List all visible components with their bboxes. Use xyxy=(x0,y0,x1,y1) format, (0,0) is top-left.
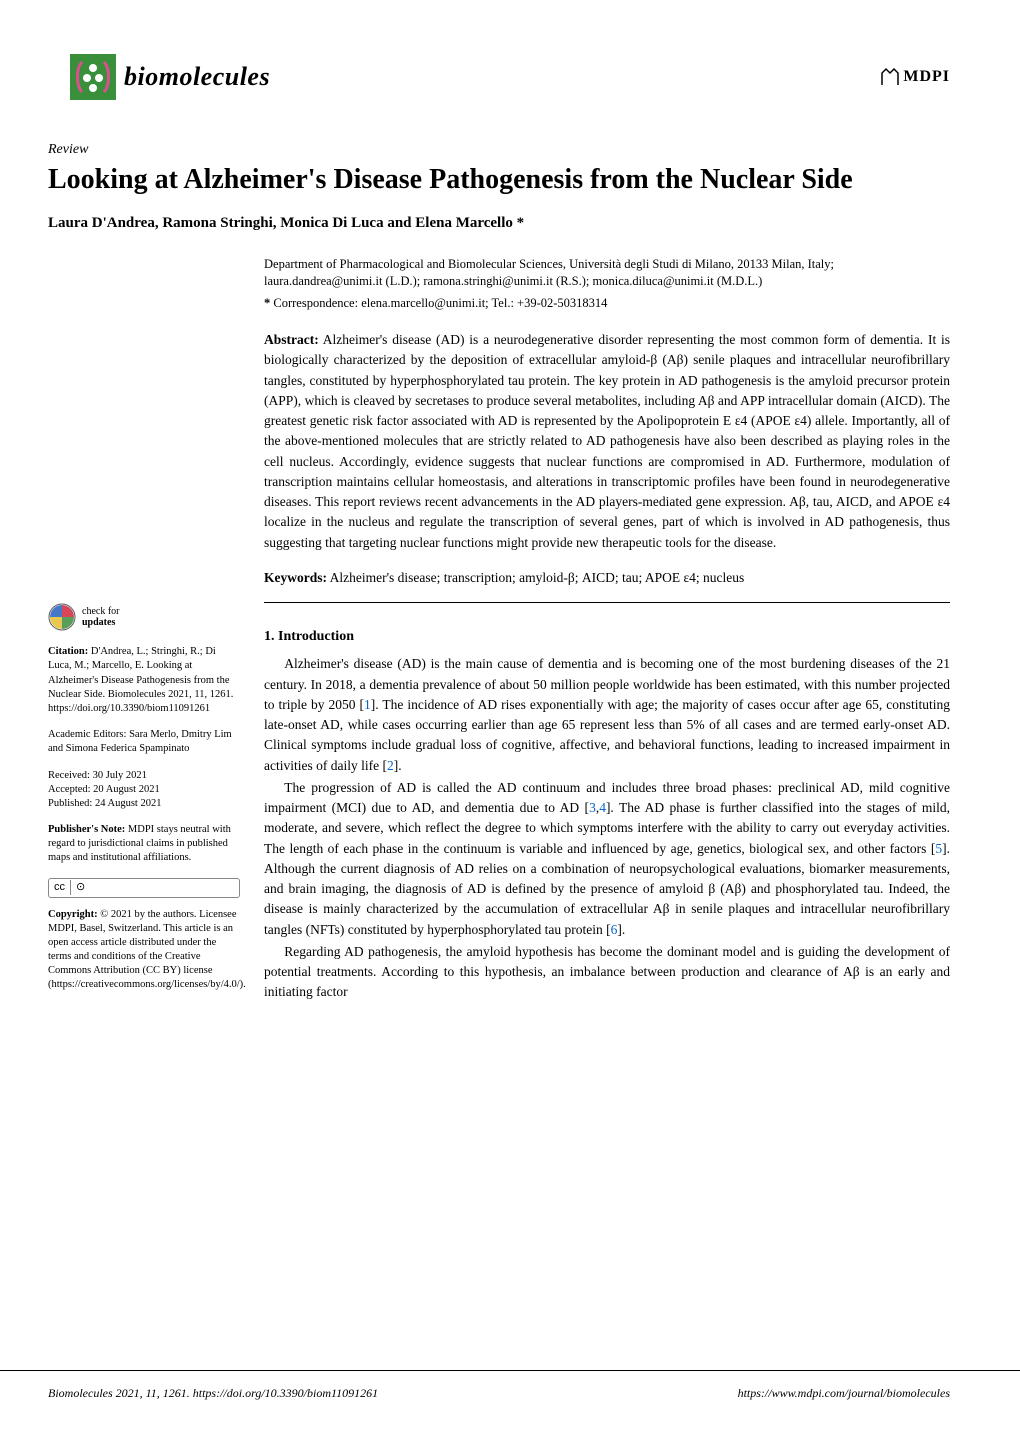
intro-paragraph-2: The progression of AD is called the AD c… xyxy=(264,778,950,940)
page-header: biomolecules MDPI xyxy=(0,0,1020,110)
journal-name: biomolecules xyxy=(124,59,270,95)
biomolecules-logo-icon xyxy=(70,54,116,100)
citation-block: Citation: D'Andrea, L.; Stringhi, R.; Di… xyxy=(48,645,240,716)
editors-block: Academic Editors: Sara Merlo, Dmitry Lim… xyxy=(48,728,240,756)
sidebar: check for updates Citation: D'Andrea, L.… xyxy=(48,256,240,1005)
check-updates-badge[interactable]: check for updates xyxy=(48,603,240,631)
ref-link-4[interactable]: 4 xyxy=(599,800,606,815)
dates-block: Received: 30 July 2021 Accepted: 20 Augu… xyxy=(48,769,240,812)
copyright-block: Copyright: © 2021 by the authors. Licens… xyxy=(48,908,240,993)
ref-link-2[interactable]: 2 xyxy=(387,758,394,773)
cc-icon: cc xyxy=(49,880,71,895)
affiliation: Department of Pharmacological and Biomol… xyxy=(264,256,950,291)
correspondence: * Correspondence: elena.marcello@unimi.i… xyxy=(264,295,950,313)
keywords: Keywords: Alzheimer's disease; transcrip… xyxy=(264,569,950,588)
cc-license-badge[interactable]: cc ⊙ xyxy=(48,878,240,898)
ref-link-3[interactable]: 3 xyxy=(589,800,596,815)
check-updates-text: check for updates xyxy=(82,606,119,628)
footer-left: Biomolecules 2021, 11, 1261. https://doi… xyxy=(48,1385,378,1402)
journal-logo: biomolecules xyxy=(70,54,270,100)
intro-paragraph-1: Alzheimer's disease (AD) is the main cau… xyxy=(264,654,950,776)
page-footer: Biomolecules 2021, 11, 1261. https://doi… xyxy=(0,1370,1020,1442)
section-1-heading: 1. Introduction xyxy=(264,627,950,647)
article-authors: Laura D'Andrea, Ramona Stringhi, Monica … xyxy=(48,213,950,234)
abstract: Abstract: Alzheimer's disease (AD) is a … xyxy=(264,330,950,553)
publisher-name: MDPI xyxy=(903,66,950,88)
keywords-divider xyxy=(264,602,950,603)
article-title: Looking at Alzheimer's Disease Pathogene… xyxy=(48,162,950,197)
publisher-note: Publisher's Note: MDPI stays neutral wit… xyxy=(48,823,240,866)
ref-link-1[interactable]: 1 xyxy=(364,697,371,712)
article-type: Review xyxy=(48,140,950,160)
article-header: Review Looking at Alzheimer's Disease Pa… xyxy=(0,110,1020,234)
footer-right[interactable]: https://www.mdpi.com/journal/biomolecule… xyxy=(738,1385,950,1402)
main-column: Department of Pharmacological and Biomol… xyxy=(264,256,950,1005)
mdpi-icon xyxy=(880,67,900,87)
check-updates-icon xyxy=(48,603,76,631)
publisher-logo: MDPI xyxy=(880,66,950,88)
intro-paragraph-3: Regarding AD pathogenesis, the amyloid h… xyxy=(264,942,950,1003)
by-icon: ⊙ xyxy=(71,880,90,895)
